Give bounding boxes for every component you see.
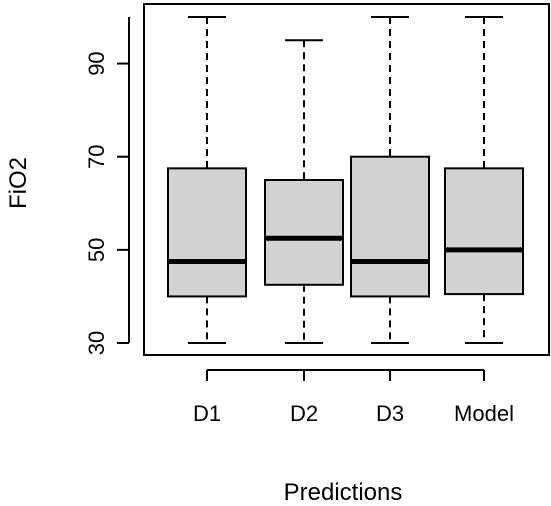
iqr-box [444, 167, 524, 296]
y-tick-label: 50 [84, 238, 109, 262]
y-axis-title: FiO2 [5, 157, 32, 209]
box-d3 [350, 16, 430, 344]
x-axis-title: Predictions [284, 479, 403, 506]
box-d1 [167, 16, 247, 344]
y-tick-label: 30 [84, 331, 109, 355]
box-model [444, 16, 524, 344]
boxes-layer [167, 16, 524, 344]
x-tick-label-d2: D2 [290, 401, 318, 426]
iqr-box [350, 155, 430, 298]
box-d2 [264, 39, 344, 344]
y-tick-label: 90 [84, 51, 109, 75]
plot-frame [143, 3, 550, 356]
x-axis: D1 D2 D3 Model [193, 369, 514, 426]
y-axis: 30 50 70 90 [84, 17, 130, 355]
y-tick-label: 70 [84, 144, 109, 168]
x-tick-label-d1: D1 [193, 401, 221, 426]
x-tick-label-model: Model [454, 401, 514, 426]
iqr-box [167, 167, 247, 298]
x-tick-label-d3: D3 [376, 401, 404, 426]
iqr-box [264, 179, 344, 286]
